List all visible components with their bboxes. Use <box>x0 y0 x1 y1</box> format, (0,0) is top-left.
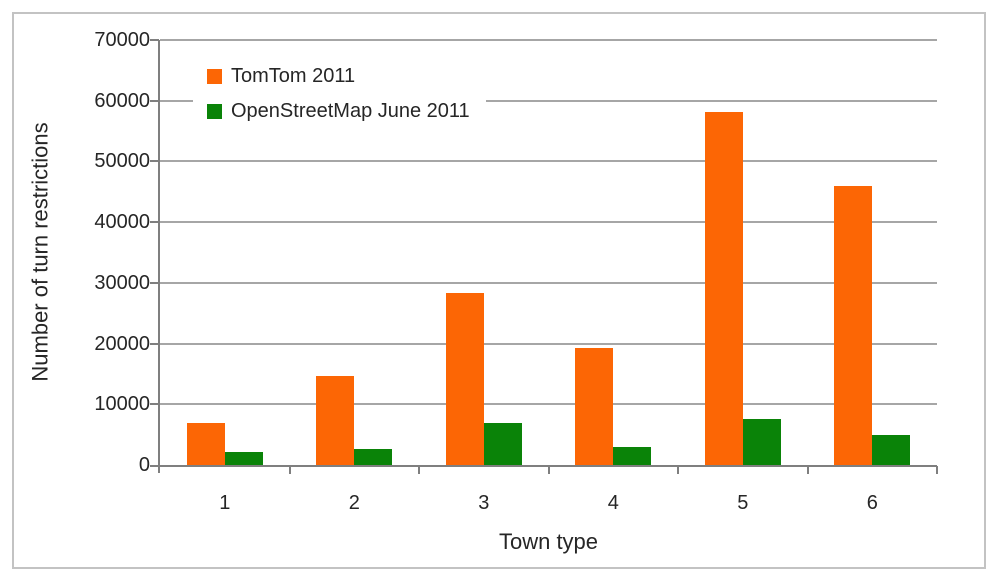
bar <box>445 292 484 465</box>
bar <box>872 434 911 465</box>
category-group <box>290 40 420 465</box>
x-tick-label: 2 <box>348 492 360 514</box>
plot-area: TomTom 2011 OpenStreetMap June 2011 <box>150 39 938 474</box>
y-tick-label: 70000 <box>94 29 150 51</box>
gridline <box>160 221 937 224</box>
category-group <box>419 40 549 465</box>
y-tick-label: 30000 <box>94 271 150 294</box>
x-axis-title: Town type <box>498 529 599 554</box>
legend-swatch-tomtom-icon <box>207 69 222 84</box>
y-tick-label: 50000 <box>94 150 150 173</box>
category-group <box>808 40 938 465</box>
y-tick-mark <box>150 281 159 284</box>
x-tick-label: 4 <box>607 492 619 514</box>
y-tick-label: 0 <box>138 454 150 476</box>
bar <box>704 111 743 465</box>
x-tick-label: 3 <box>478 492 490 514</box>
y-tick-label: 40000 <box>94 211 150 234</box>
gridline <box>160 342 937 345</box>
y-tick-mark <box>150 342 159 345</box>
x-tick-mark <box>418 466 420 474</box>
category-group <box>678 40 808 465</box>
y-tick-label: 20000 <box>94 332 150 355</box>
x-tick-label: 5 <box>737 492 749 514</box>
legend-item-osm: OpenStreetMap June 2011 <box>207 100 470 123</box>
x-tick-label: 6 <box>866 492 878 514</box>
bar <box>186 422 225 465</box>
category-group <box>549 40 679 465</box>
bar <box>316 376 355 465</box>
bar <box>742 419 781 465</box>
chart-frame: Number of turn restrictions 0 10000 20000 3… <box>12 12 986 569</box>
x-tick-mark <box>288 466 291 474</box>
bar <box>483 422 522 465</box>
y-tick-label: 60000 <box>94 89 150 112</box>
x-axis-line <box>150 465 937 467</box>
y-tick-mark <box>150 99 159 102</box>
x-tick-mark <box>677 466 679 474</box>
gridline <box>160 281 937 284</box>
x-tick-mark <box>806 466 809 474</box>
bar <box>575 347 614 465</box>
gridline <box>160 39 937 41</box>
category-group <box>160 40 290 465</box>
legend-label-tomtom: TomTom 2011 <box>231 65 356 87</box>
legend: TomTom 2011 OpenStreetMap June 2011 <box>193 53 486 135</box>
y-tick-mark <box>150 403 159 406</box>
x-tick-label: 1 <box>219 492 231 514</box>
bar <box>834 186 873 465</box>
legend-swatch-osm-icon <box>207 104 222 119</box>
bar <box>613 447 652 465</box>
legend-item-tomtom: TomTom 2011 <box>207 65 470 88</box>
gridline <box>160 160 937 163</box>
legend-label-osm: OpenStreetMap June 2011 <box>231 100 470 122</box>
x-tick-mark <box>936 466 938 474</box>
y-tick-mark <box>150 39 159 41</box>
y-tick-mark <box>150 221 159 224</box>
gridline <box>160 403 937 406</box>
y-tick-mark <box>150 160 159 163</box>
gridline <box>160 99 937 102</box>
bar <box>224 451 263 465</box>
bar <box>354 448 393 465</box>
y-axis-line <box>158 40 160 473</box>
x-tick-mark <box>547 466 550 474</box>
y-tick-label: 10000 <box>94 393 150 416</box>
